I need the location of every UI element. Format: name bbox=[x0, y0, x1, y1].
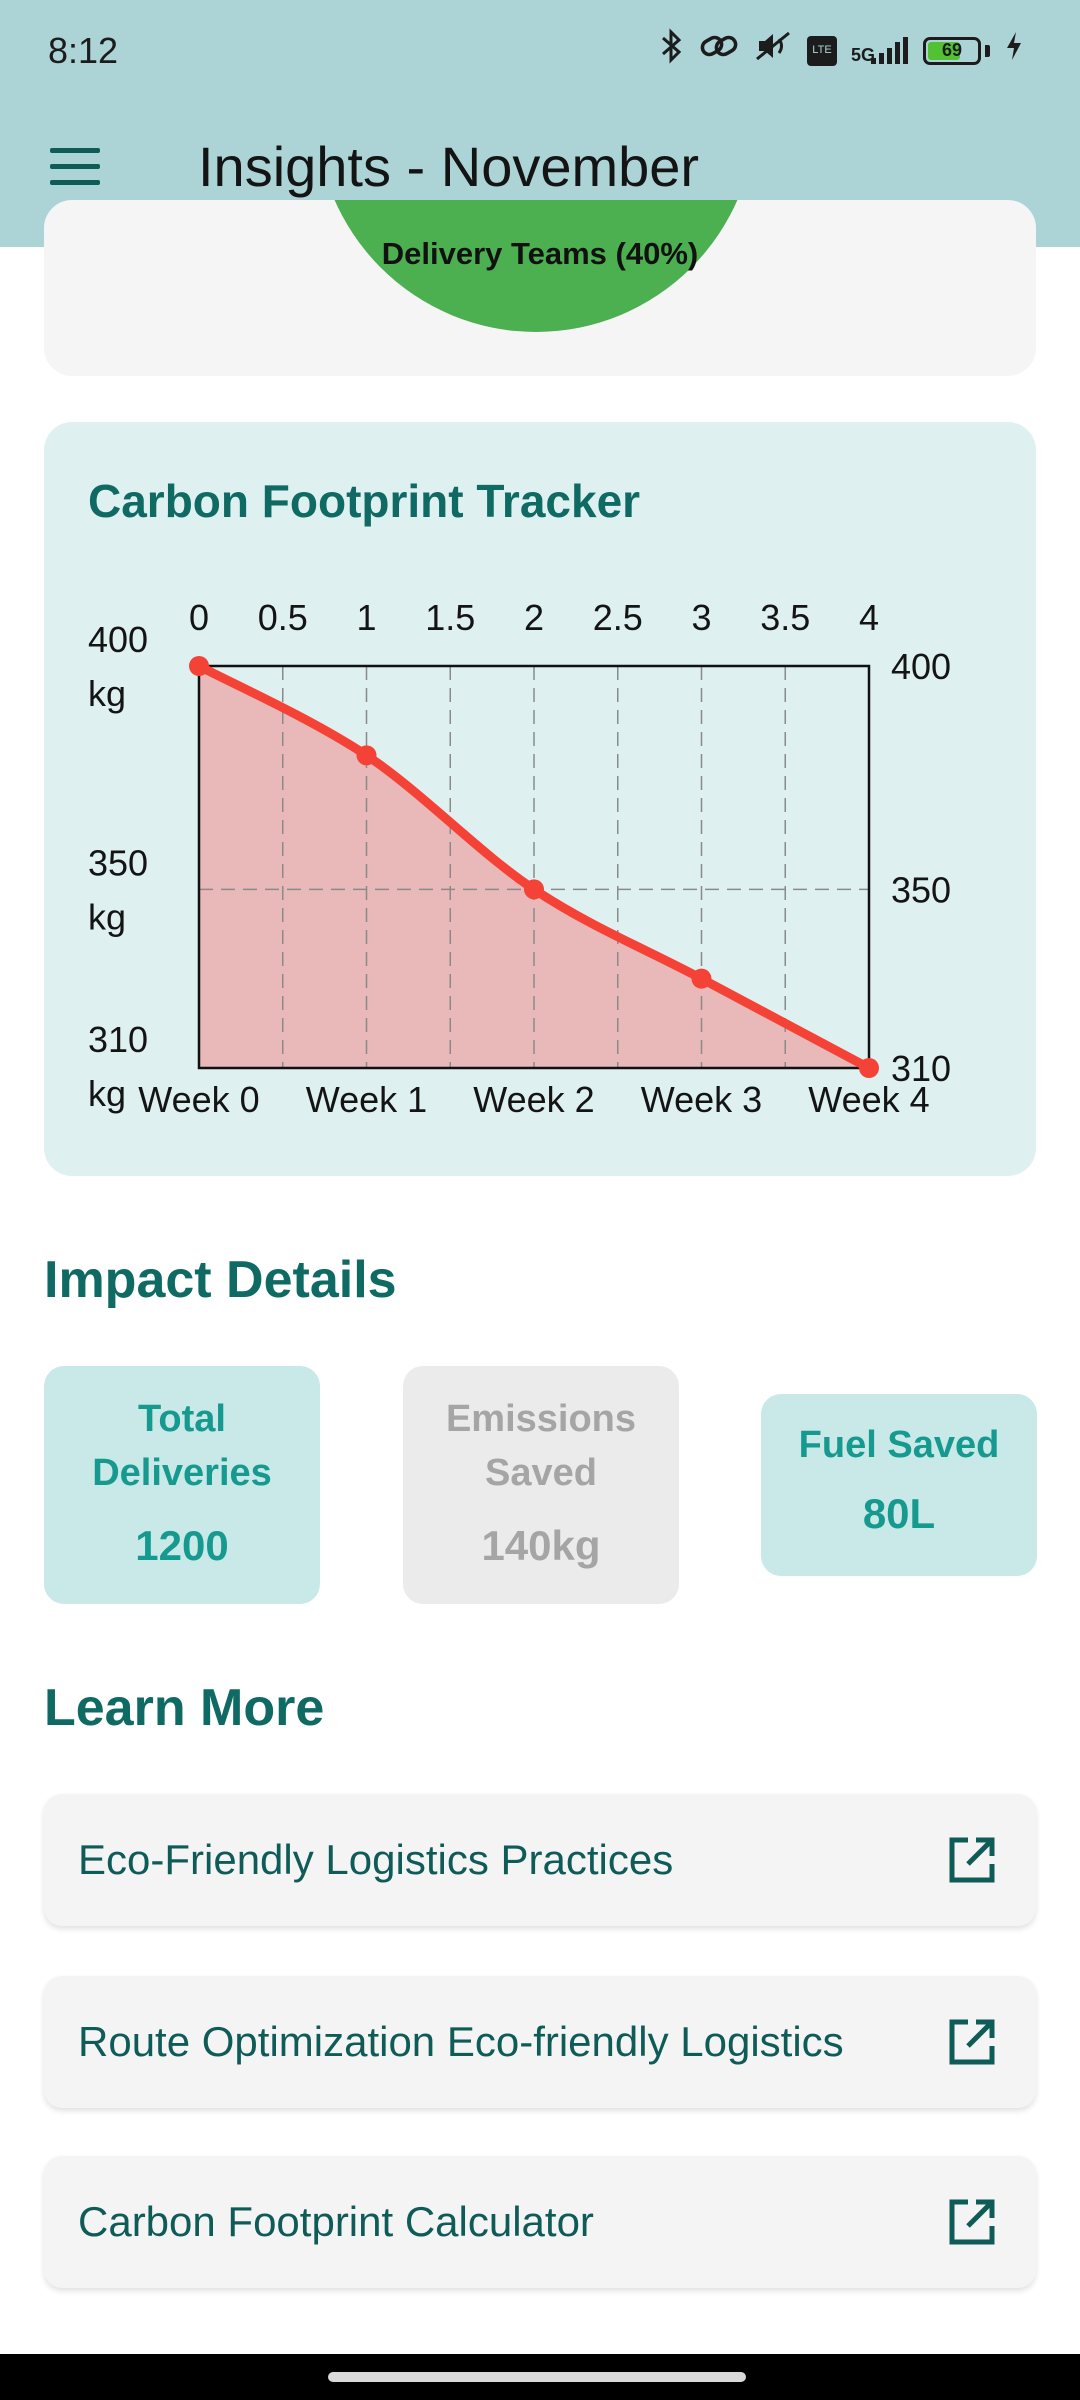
charging-icon bbox=[1004, 30, 1024, 71]
link-carbon-calculator[interactable]: Carbon Footprint Calculator bbox=[44, 2156, 1036, 2288]
chart-top-tick-label: 0.5 bbox=[258, 597, 308, 638]
signal-icon: 5G bbox=[851, 36, 909, 66]
stat-value: 1200 bbox=[135, 1522, 229, 1569]
chart-left-tick-unit: kg bbox=[88, 896, 126, 937]
chart-bottom-tick-label: Week 0 bbox=[138, 1079, 259, 1120]
battery-icon: 69 bbox=[923, 36, 981, 65]
chart-bottom-tick-label: Week 2 bbox=[473, 1079, 594, 1120]
link-route-optimization[interactable]: Route Optimization Eco-friendly Logistic… bbox=[44, 1976, 1036, 2108]
chart-data-point bbox=[356, 745, 377, 766]
distribution-card: Delivery Teams (40%) bbox=[44, 200, 1036, 376]
battery-fill bbox=[928, 41, 960, 60]
chart-top-tick-label: 4 bbox=[859, 597, 879, 638]
link-label: Carbon Footprint Calculator bbox=[78, 2198, 594, 2245]
link-eco-friendly-practices[interactable]: Eco-Friendly Logistics Practices bbox=[44, 1794, 1036, 1926]
emissions-saved-stat: Emissions Saved 140kg bbox=[403, 1366, 679, 1604]
chart-right-tick-label: 400 bbox=[891, 646, 951, 687]
pie-slice-label: Delivery Teams (40%) bbox=[381, 236, 699, 271]
chart-left-tick-label: 350 bbox=[88, 842, 148, 883]
battery-level: 69 bbox=[941, 40, 963, 60]
home-gesture-handle[interactable] bbox=[328, 2372, 746, 2382]
network-type: 5G bbox=[850, 44, 875, 65]
chart-plot-frame bbox=[197, 664, 871, 1070]
chart-right-tick-label: 310 bbox=[891, 1048, 951, 1089]
stat-value: 140kg bbox=[481, 1522, 601, 1569]
open-in-new-icon bbox=[949, 2199, 995, 2245]
hamburger-menu-icon[interactable] bbox=[50, 148, 104, 188]
chart-bottom-tick-label: Week 4 bbox=[808, 1079, 929, 1120]
system-nav-bar bbox=[0, 2354, 1080, 2400]
stat-label-line: Saved bbox=[485, 1452, 597, 1494]
chart-data-point bbox=[691, 968, 712, 989]
mute-icon bbox=[753, 29, 793, 72]
chart-top-tick-label: 1 bbox=[356, 597, 376, 638]
total-deliveries-stat: Total Deliveries 1200 bbox=[44, 1366, 320, 1604]
carbon-footprint-card: Carbon Footprint Tracker 0 0.5 1 1.5 2 2.5 3 3.… bbox=[44, 422, 1036, 1176]
chart-bottom-tick-label: Week 1 bbox=[306, 1079, 427, 1120]
chart-top-tick-label: 3.5 bbox=[760, 597, 810, 638]
learn-more-title: Learn More bbox=[44, 1679, 325, 1737]
card-title: Carbon Footprint Tracker bbox=[88, 475, 641, 527]
stat-label-line: Total bbox=[138, 1398, 226, 1440]
chart-left-tick-label: 310 bbox=[88, 1019, 148, 1060]
chart-left-tick-unit: kg bbox=[88, 673, 126, 714]
volte-icon: LTE bbox=[806, 35, 837, 66]
chart-data-point bbox=[189, 656, 209, 676]
status-time: 8:12 bbox=[48, 30, 119, 71]
link-label: Eco-Friendly Logistics Practices bbox=[78, 1836, 674, 1883]
chart-top-tick-label: 2 bbox=[524, 597, 544, 638]
stat-label: Fuel Saved bbox=[798, 1424, 1000, 1466]
stat-label-line: Emissions bbox=[445, 1398, 637, 1440]
stat-label: Total Deliveries bbox=[44, 1392, 320, 1500]
chart-data-point bbox=[524, 879, 544, 900]
chart-top-tick-label: 0 bbox=[189, 597, 209, 638]
carbon-footprint-chart: 0 0.5 1 1.5 2 2.5 3 3.5 4 400 400 kg 350 350 kg 310 310 k… bbox=[88, 597, 951, 1120]
link-label: Route Optimization Eco-friendly Logistic… bbox=[78, 2018, 844, 2065]
chart-right-tick-label: 350 bbox=[891, 869, 951, 910]
open-in-new-icon bbox=[949, 1837, 995, 1883]
chart-left-tick-label: 400 bbox=[88, 619, 148, 660]
stat-value: 80L bbox=[862, 1490, 936, 1537]
bluetooth-icon bbox=[659, 28, 685, 73]
status-icons: LTE 5G 69 bbox=[659, 28, 1024, 73]
fuel-saved-stat: Fuel Saved 80L bbox=[761, 1394, 1037, 1576]
open-in-new-icon bbox=[949, 2019, 995, 2065]
chart-left-tick-unit: kg bbox=[88, 1073, 126, 1114]
page-title: Insights - November bbox=[198, 135, 700, 198]
chart-top-tick-label: 2.5 bbox=[593, 597, 643, 638]
impact-details-title: Impact Details bbox=[44, 1251, 397, 1309]
battery-nub bbox=[985, 44, 990, 57]
chart-data-point bbox=[859, 1058, 879, 1078]
stat-label-line: Deliveries bbox=[92, 1452, 272, 1494]
chart-top-tick-label: 1.5 bbox=[425, 597, 475, 638]
link-icon bbox=[699, 31, 739, 70]
stat-label: Emissions Saved bbox=[403, 1392, 679, 1500]
chart-bottom-tick-label: Week 3 bbox=[641, 1079, 762, 1120]
chart-top-tick-label: 3 bbox=[691, 597, 711, 638]
